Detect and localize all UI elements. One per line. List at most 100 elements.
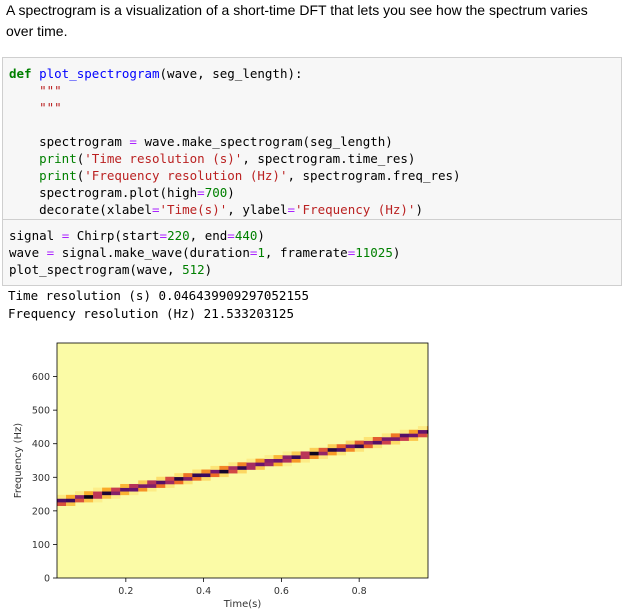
heatmap-cell: [237, 469, 247, 474]
code-line: print('Time resolution (s)', spectrogram…: [39, 151, 416, 166]
code-line: plot_spectrogram(wave, 512): [9, 262, 213, 277]
heatmap-cell: [210, 473, 220, 478]
heatmap-cell: [174, 480, 184, 485]
y-tick-label: 300: [32, 473, 50, 484]
heatmap-cell: [120, 491, 130, 496]
heatmap-cell: [282, 451, 292, 456]
heatmap-cell: [273, 455, 283, 459]
heatmap-cell: [291, 451, 301, 456]
markdown-cell: A spectrogram is a visualization of a sh…: [6, 0, 616, 42]
heatmap-cell: [192, 469, 202, 474]
output-freq-res: Frequency resolution (Hz) 21.533203125: [8, 306, 294, 321]
heatmap-cell: [273, 458, 283, 463]
heatmap-cell: [174, 473, 184, 478]
heatmap-cell: [57, 498, 67, 503]
heatmap-cell: [282, 458, 292, 463]
heatmap-cell: [192, 476, 202, 481]
heatmap-cell: [327, 444, 337, 449]
heatmap-cell: [390, 436, 401, 441]
heatmap-cell: [390, 433, 401, 438]
heatmap-cell: [210, 469, 220, 474]
heatmap-cell: [363, 436, 374, 441]
heatmap-cell: [165, 476, 175, 481]
heatmap-cell: [309, 451, 319, 456]
code-cell-1[interactable]: def plot_spectrogram(wave, seg_length): …: [2, 57, 622, 226]
heatmap-cell: [354, 440, 365, 445]
heatmap-cell: [264, 462, 274, 467]
heatmap-cell: [228, 462, 238, 467]
code-line: decorate(xlabel='Time(s)', ylabel='Frequ…: [9, 202, 423, 217]
heatmap-cell: [372, 436, 383, 441]
heatmap-cell: [183, 480, 193, 485]
heatmap-cell: [345, 440, 356, 445]
heatmap-cell: [156, 480, 166, 485]
heatmap-cell: [138, 480, 148, 485]
heatmap-cell: [228, 465, 238, 470]
heatmap-cell: [381, 440, 392, 445]
y-tick-label: 200: [32, 506, 50, 517]
code-line: spectrogram = wave.make_spectrogram(seg_…: [9, 134, 393, 149]
heatmap-cell: [255, 462, 265, 467]
heatmap-cell: [183, 473, 193, 478]
code-line: spectrogram.plot(high=700): [9, 185, 235, 200]
heatmap-cell: [201, 469, 211, 474]
heatmap-cell: [291, 458, 301, 463]
heatmap-cell: [102, 491, 112, 496]
heatmap-cells: [57, 343, 429, 578]
heatmap-cell: [66, 502, 76, 506]
x-axis-label: Time(s): [223, 599, 262, 609]
heatmap-cell: [318, 451, 328, 456]
heatmap-cell: [120, 487, 130, 492]
heatmap-cell: [300, 455, 310, 459]
heatmap-cell: [84, 498, 94, 503]
heatmap-cell: [327, 451, 337, 456]
heatmap-cell: [165, 483, 175, 488]
heatmap-cell: [192, 473, 202, 478]
heatmap-cell: [408, 436, 419, 441]
heatmap-cell: [129, 487, 139, 492]
code-line: print('Frequency resolution (Hz)', spect…: [39, 168, 461, 183]
code-line: def plot_spectrogram(wave, seg_length):: [9, 66, 303, 81]
heatmap-cell: [264, 455, 274, 459]
heatmap-cell: [102, 487, 112, 492]
code-line: wave = signal.make_wave(duration=1, fram…: [9, 245, 401, 260]
heatmap-cell: [399, 429, 410, 434]
spectrogram-chart: 0 100 200 300 400 500 600 0.2 0.4 0.6 0.8 Time(s) Fr…: [13, 342, 429, 610]
heatmap-cell: [300, 458, 310, 463]
heatmap-cell: [408, 429, 419, 434]
code-editor-2[interactable]: signal = Chirp(start=220, end=440) wave …: [3, 220, 621, 285]
y-tick-label: 400: [32, 439, 50, 450]
heatmap-cell: [174, 476, 184, 481]
y-tick-label: 100: [32, 540, 50, 551]
heatmap-cell: [354, 447, 365, 452]
heatmap-cell: [390, 440, 401, 445]
x-tick-label: 0.2: [118, 586, 133, 597]
heatmap-cell: [57, 502, 67, 506]
heatmap-cell: [93, 487, 103, 492]
heatmap-cell: [75, 491, 85, 496]
heatmap-cell: [381, 433, 392, 438]
spectrogram-plot: 0 100 200 300 400 500 600 0.2 0.4 0.6 0.8 Time(s) Fr…: [0, 335, 627, 614]
heatmap-cell: [84, 491, 94, 496]
heatmap-cell: [75, 494, 85, 499]
heatmap-cell: [102, 494, 112, 499]
heatmap-cell: [129, 483, 139, 488]
heatmap-cell: [147, 487, 157, 492]
heatmap-cell: [282, 455, 292, 459]
x-tick-label: 0.6: [274, 586, 289, 597]
heatmap-cell: [246, 465, 256, 470]
code-cell-2[interactable]: signal = Chirp(start=220, end=440) wave …: [2, 219, 622, 286]
heatmap-cell: [399, 436, 410, 441]
y-tick-label: 0: [44, 574, 50, 585]
heatmap-cell: [363, 440, 374, 445]
heatmap-cell: [282, 462, 292, 467]
heatmap-cell: [354, 444, 365, 449]
code-line: """: [39, 83, 62, 98]
code-line: """: [39, 100, 62, 115]
heatmap-cell: [318, 455, 328, 459]
heatmap-cell: [183, 476, 193, 481]
x-tick-label: 0.8: [352, 586, 367, 597]
heatmap-cell: [75, 498, 85, 503]
code-editor-1[interactable]: def plot_spectrogram(wave, seg_length): …: [3, 58, 621, 225]
heatmap-cell: [228, 469, 238, 474]
